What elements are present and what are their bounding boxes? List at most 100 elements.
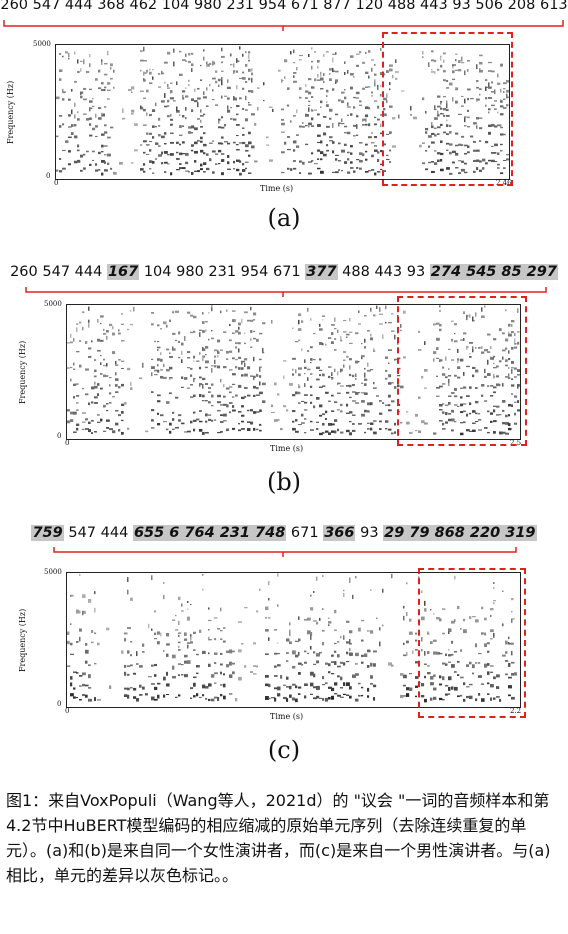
spectral-noise-mark bbox=[199, 352, 201, 355]
spectral-noise-mark bbox=[347, 102, 349, 106]
spectral-energy-mark bbox=[304, 401, 308, 404]
spectral-energy-mark bbox=[472, 410, 476, 413]
spectral-energy-mark bbox=[236, 168, 240, 172]
spectral-energy-mark bbox=[488, 159, 492, 162]
spectral-energy-mark bbox=[352, 414, 356, 416]
spectral-energy-mark bbox=[316, 695, 320, 699]
spectral-energy-mark bbox=[76, 672, 79, 674]
spectral-energy-mark bbox=[364, 378, 368, 381]
spectral-energy-mark bbox=[500, 172, 504, 175]
spectral-noise-mark bbox=[202, 574, 204, 576]
spectral-energy-mark bbox=[283, 405, 287, 408]
spectral-energy-mark bbox=[317, 158, 320, 160]
spectral-energy-mark bbox=[233, 141, 236, 144]
spectral-energy-mark bbox=[188, 131, 192, 134]
x-axis-label: Time (s) bbox=[270, 712, 304, 721]
spectral-energy-mark bbox=[437, 68, 440, 71]
spectral-energy-mark bbox=[469, 616, 472, 619]
spectral-noise-mark bbox=[310, 318, 312, 321]
spectral-energy-mark bbox=[88, 429, 91, 433]
spectral-energy-mark bbox=[274, 697, 277, 702]
spectral-noise-mark bbox=[394, 334, 396, 340]
spectral-noise-mark bbox=[433, 358, 435, 362]
spectral-energy-mark bbox=[442, 632, 445, 635]
spectral-energy-mark bbox=[478, 653, 482, 655]
spectral-energy-mark bbox=[307, 630, 311, 635]
spectral-energy-mark bbox=[365, 158, 368, 161]
spectral-energy-mark bbox=[235, 698, 238, 702]
spectral-energy-mark bbox=[94, 369, 97, 373]
spectral-noise-mark bbox=[386, 93, 388, 98]
spectral-energy-mark bbox=[214, 672, 218, 675]
spectral-noise-mark bbox=[437, 110, 439, 115]
spectral-noise-mark bbox=[89, 53, 91, 58]
spectral-energy-mark bbox=[248, 141, 252, 145]
spectral-energy-mark bbox=[68, 114, 71, 117]
spectral-energy-mark bbox=[80, 91, 84, 95]
spectral-energy-mark bbox=[356, 97, 360, 99]
spectral-energy-mark bbox=[340, 696, 344, 698]
spectral-energy-mark bbox=[460, 387, 463, 389]
spectral-energy-mark bbox=[127, 427, 130, 430]
spectral-noise-mark bbox=[472, 316, 474, 322]
spectral-noise-mark bbox=[422, 50, 424, 55]
spectral-energy-mark bbox=[337, 641, 340, 643]
spectral-energy-mark bbox=[514, 367, 517, 370]
spectral-energy-mark bbox=[202, 377, 206, 381]
spectral-noise-mark bbox=[83, 59, 85, 65]
spectral-energy-mark bbox=[187, 357, 191, 359]
spectral-energy-mark bbox=[280, 675, 283, 679]
spectral-energy-mark bbox=[356, 64, 360, 67]
spectral-energy-mark bbox=[73, 368, 76, 370]
spectral-noise-mark bbox=[181, 603, 183, 607]
spectral-noise-mark bbox=[493, 602, 495, 605]
spectral-energy-mark bbox=[217, 696, 220, 701]
spectral-energy-mark bbox=[143, 170, 146, 173]
spectral-noise-mark bbox=[317, 65, 319, 69]
spectral-energy-mark bbox=[94, 359, 97, 361]
spectral-energy-mark bbox=[463, 682, 466, 686]
spectral-noise-mark bbox=[448, 383, 450, 387]
spectral-energy-mark bbox=[308, 122, 312, 126]
spectral-energy-mark bbox=[308, 104, 311, 106]
spectral-energy-mark bbox=[169, 356, 173, 358]
spectral-energy-mark bbox=[214, 365, 217, 368]
spectral-energy-mark bbox=[514, 422, 518, 425]
spectral-energy-mark bbox=[104, 86, 107, 89]
spectral-energy-mark bbox=[335, 154, 339, 156]
spectral-energy-mark bbox=[208, 401, 211, 404]
spectral-energy-mark bbox=[487, 650, 490, 653]
spectral-noise-mark bbox=[263, 82, 265, 86]
y-tick-bottom: 0 bbox=[46, 172, 51, 180]
spectral-energy-mark bbox=[295, 698, 298, 703]
spectral-energy-mark bbox=[287, 136, 290, 138]
spectral-energy-mark bbox=[70, 419, 74, 422]
spectral-energy-mark bbox=[338, 160, 342, 162]
spectral-energy-mark bbox=[389, 105, 393, 108]
spectral-energy-mark bbox=[232, 383, 236, 385]
spectral-energy-mark bbox=[451, 418, 455, 422]
spectral-noise-mark bbox=[377, 84, 379, 87]
spectral-energy-mark bbox=[286, 676, 289, 680]
spectral-energy-mark bbox=[497, 163, 500, 166]
spectral-noise-mark bbox=[472, 346, 474, 349]
spectral-energy-mark bbox=[332, 150, 335, 154]
spectral-energy-mark bbox=[511, 331, 514, 334]
spectral-energy-mark bbox=[158, 134, 161, 137]
spectral-energy-mark bbox=[73, 383, 77, 387]
spectral-energy-mark bbox=[292, 373, 295, 376]
spectral-energy-mark bbox=[70, 411, 74, 415]
spectral-energy-mark bbox=[298, 328, 302, 331]
spectral-energy-mark bbox=[346, 403, 349, 407]
spectral-energy-mark bbox=[179, 163, 182, 165]
spectral-energy-mark bbox=[115, 391, 119, 393]
spectral-energy-mark bbox=[472, 422, 476, 424]
spectral-energy-mark bbox=[452, 70, 455, 74]
spectral-energy-mark bbox=[380, 132, 383, 135]
spectral-energy-mark bbox=[236, 135, 239, 137]
spectral-noise-mark bbox=[358, 310, 360, 314]
spectral-energy-mark bbox=[89, 163, 92, 166]
spectral-energy-mark bbox=[436, 651, 440, 655]
spectral-noise-mark bbox=[206, 87, 208, 91]
spectral-energy-mark bbox=[74, 81, 77, 83]
